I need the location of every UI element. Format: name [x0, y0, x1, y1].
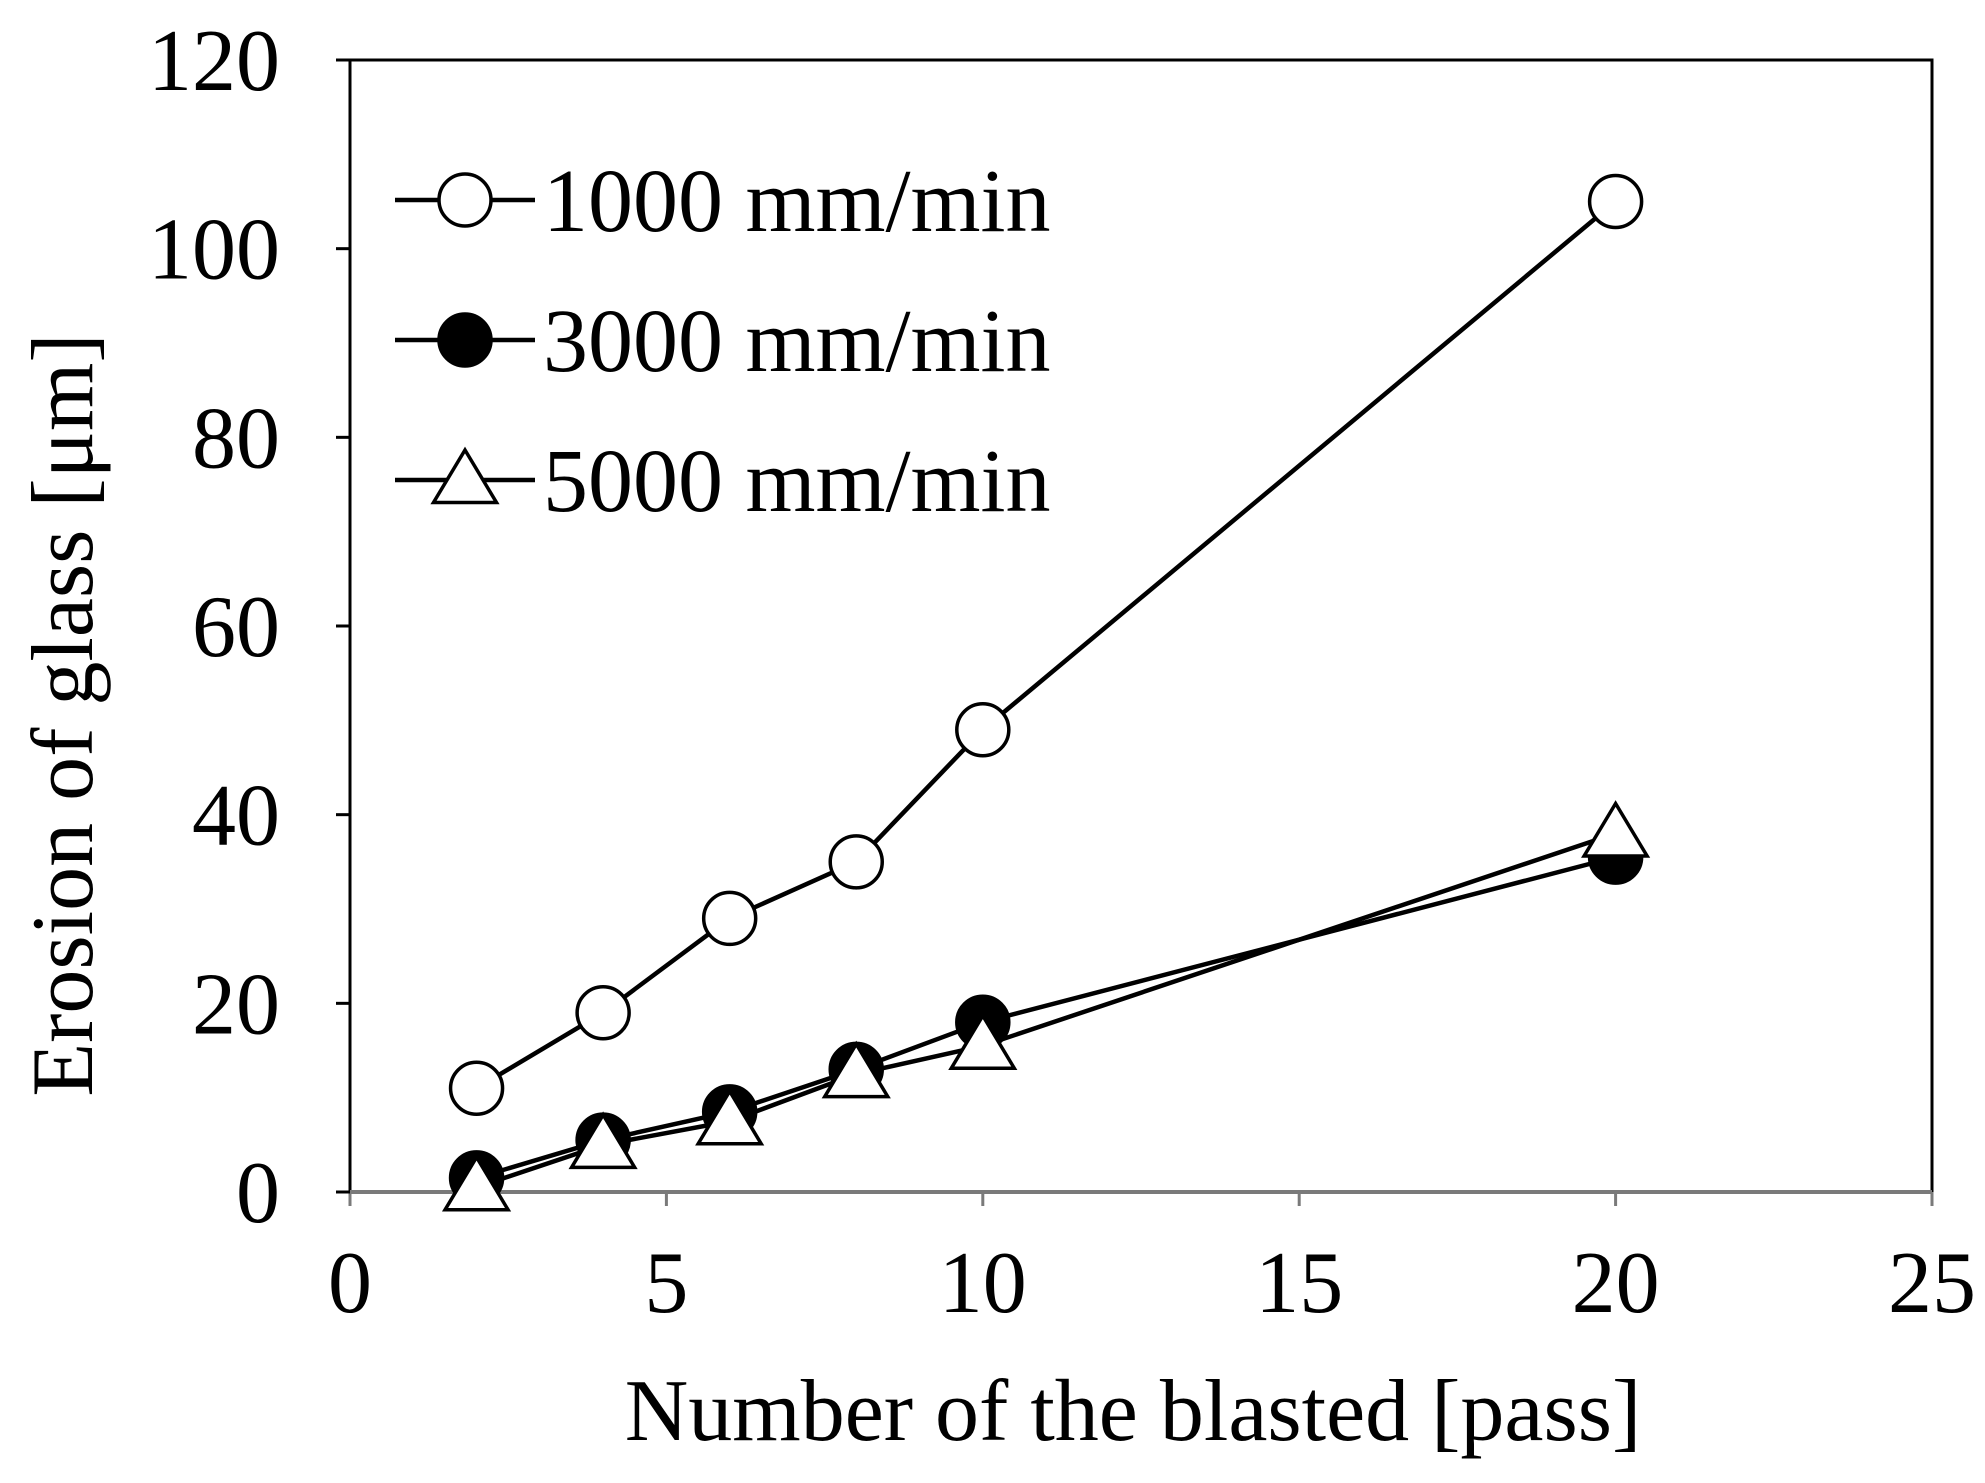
y-tick-label: 100: [148, 202, 280, 299]
legend-item: 3000 mm/min: [395, 292, 1051, 391]
legend-label: 3000 mm/min: [543, 292, 1051, 391]
series-line: [475, 854, 1617, 1181]
y-tick-label: 80: [192, 390, 280, 487]
legend-label: 5000 mm/min: [543, 432, 1051, 531]
series-1: [448, 173, 1644, 1116]
data-point: [948, 1012, 1018, 1071]
legend-item: 1000 mm/min: [395, 152, 1051, 251]
y-tick-label: 20: [192, 956, 280, 1053]
legend: 1000 mm/min 3000 mm/min 5000 mm/min: [395, 152, 1051, 531]
series-layer: [441, 173, 1651, 1212]
x-tick-label: 15: [1255, 1235, 1343, 1332]
y-tick-label: 60: [192, 579, 280, 676]
y-tick-label: 40: [192, 768, 280, 865]
legend-marker: [437, 172, 493, 228]
data-point: [448, 1060, 505, 1116]
data-point: [695, 1087, 765, 1146]
y-axis-title: Erosion of glass [μm]: [15, 333, 112, 1096]
data-point: [1581, 800, 1651, 858]
series-line: [475, 831, 1617, 1190]
series-3: [441, 800, 1651, 1212]
y-tick-label: 0: [236, 1145, 280, 1242]
data-point: [701, 890, 758, 947]
x-axis: 0 5 10 15 20 25: [328, 1192, 1976, 1332]
legend-marker: [437, 312, 493, 368]
data-point: [575, 985, 631, 1041]
data-point: [828, 834, 884, 890]
x-tick-label: 10: [939, 1235, 1027, 1332]
data-point: [568, 1111, 638, 1170]
data-point: [955, 702, 1011, 758]
data-point: [441, 1153, 512, 1212]
legend-marker: [430, 446, 500, 505]
y-axis: 0 20 40 60 80 100 120: [148, 13, 350, 1242]
x-tick-label: 20: [1572, 1235, 1660, 1332]
x-axis-title: Number of the blasted [pass]: [625, 1363, 1642, 1460]
data-point: [1587, 173, 1644, 230]
x-tick-label: 5: [644, 1235, 688, 1332]
x-tick-label: 0: [328, 1235, 372, 1332]
legend-label: 1000 mm/min: [543, 152, 1051, 251]
x-tick-label: 25: [1888, 1235, 1976, 1332]
y-tick-label: 120: [148, 13, 280, 110]
legend-item: 5000 mm/min: [395, 432, 1051, 531]
data-point: [821, 1040, 891, 1099]
